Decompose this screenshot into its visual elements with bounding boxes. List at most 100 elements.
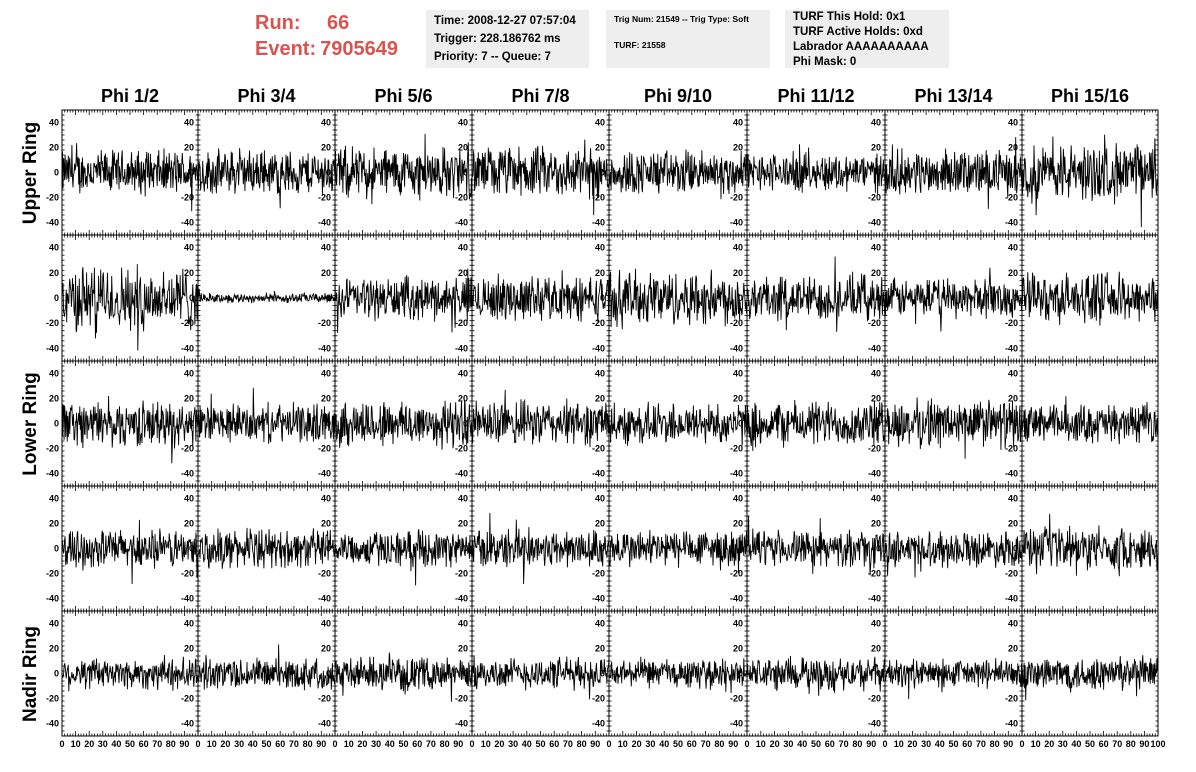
- y-tick-label: -40: [318, 469, 331, 479]
- y-tick-label: 40: [49, 369, 59, 379]
- y-tick-label: 0: [738, 544, 743, 554]
- y-tick-label: 0: [738, 419, 743, 429]
- y-tick-label: -40: [1005, 469, 1018, 479]
- event-label: Event:: [255, 38, 317, 60]
- y-tick-label: -20: [1005, 444, 1018, 454]
- y-tick-label: -40: [592, 343, 605, 353]
- waveform-panel: -40 -20 0 20 40: [181, 360, 336, 487]
- waveform-trace: [471, 139, 610, 216]
- y-tick-label: 0: [876, 168, 881, 178]
- y-tick-label: 0: [463, 293, 468, 303]
- y-tick-label: -40: [730, 594, 743, 604]
- y-tick-label: -20: [455, 444, 468, 454]
- y-tick-label: 20: [49, 519, 59, 529]
- y-tick-label: 20: [321, 268, 331, 278]
- y-tick-label: 0: [189, 293, 194, 303]
- y-tick-label: -20: [592, 318, 605, 328]
- waveform-panel: -40 -20 0 20 40: [46, 109, 199, 236]
- y-tick-label: 40: [595, 369, 605, 379]
- waveform-trace: [334, 133, 473, 205]
- y-tick-label: -20: [592, 444, 605, 454]
- waveform-trace: [334, 399, 473, 450]
- y-tick-label: 40: [49, 243, 59, 253]
- priority-line: Priority: 7 -- Queue: 7: [434, 51, 551, 63]
- y-tick-label: -20: [318, 193, 331, 203]
- y-tick-label: 0: [1013, 419, 1018, 429]
- waveform-trace: [61, 519, 199, 585]
- y-tick-label: 20: [458, 519, 468, 529]
- waveform-trace: [608, 268, 748, 330]
- y-tick-label: 20: [871, 143, 881, 153]
- waveform-panel: -40 -20 0 20 40: [730, 234, 886, 362]
- y-tick-label: -20: [455, 193, 468, 203]
- waveform-panel: -40 -20 0 20 40: [318, 109, 473, 236]
- phi-column-label: Phi 13/14: [914, 86, 993, 106]
- y-tick-label: 40: [595, 118, 605, 128]
- y-tick-label: 0: [876, 293, 881, 303]
- y-tick-label: 40: [1008, 118, 1018, 128]
- y-tick-label: 0: [463, 544, 468, 554]
- y-tick-label: 40: [49, 494, 59, 504]
- y-tick-label: -40: [730, 218, 743, 228]
- y-tick-label: -40: [46, 218, 59, 228]
- y-tick-label: 20: [321, 519, 331, 529]
- y-tick-label: -40: [46, 594, 59, 604]
- trigger-line: Trigger: 228.186762 ms: [434, 33, 561, 45]
- y-tick-label: -40: [46, 343, 59, 353]
- y-tick-label: 40: [733, 369, 743, 379]
- y-tick-label: -40: [455, 343, 468, 353]
- y-tick-label: -40: [318, 594, 331, 604]
- y-tick-label: -20: [46, 193, 59, 203]
- y-tick-label: -40: [46, 469, 59, 479]
- y-tick-label: -20: [318, 318, 331, 328]
- y-tick-label: -40: [318, 218, 331, 228]
- y-tick-label: 20: [871, 394, 881, 404]
- y-tick-label: 20: [184, 394, 194, 404]
- y-tick-label: -20: [318, 444, 331, 454]
- y-tick-label: 0: [1013, 293, 1018, 303]
- y-tick-label: 40: [458, 494, 468, 504]
- y-tick-label: 40: [184, 243, 194, 253]
- waveform-panel: -40 -20 0 20 40: [318, 360, 473, 487]
- waveform-panel: -40 -20 0 20 40: [46, 360, 199, 487]
- waveform-panel: -40 -20 0 20 40: [730, 485, 886, 612]
- y-tick-label: 0: [463, 168, 468, 178]
- waveform-trace: [197, 527, 336, 569]
- waveform-panel: -40 -20 0 20 40: [1005, 109, 1159, 236]
- y-tick-label: -20: [46, 318, 59, 328]
- y-tick-label: 40: [595, 494, 605, 504]
- waveform-panel: -40 -20 0 20 40: [455, 360, 610, 487]
- turf-active-line: TURF Active Holds: 0xd: [793, 26, 923, 38]
- y-tick-label: 0: [326, 419, 331, 429]
- y-tick-label: -20: [868, 193, 881, 203]
- y-tick-label: 0: [876, 419, 881, 429]
- y-tick-label: 20: [595, 268, 605, 278]
- y-tick-label: -20: [1005, 318, 1018, 328]
- turf-info-box: TURF This Hold: 0x1 TURF Active Holds: 0…: [785, 10, 949, 68]
- waveform-trace: [197, 148, 336, 209]
- y-tick-label: -20: [181, 318, 194, 328]
- y-tick-label: 20: [733, 143, 743, 153]
- y-tick-label: -20: [592, 193, 605, 203]
- y-tick-label: 40: [733, 118, 743, 128]
- y-tick-label: -20: [592, 569, 605, 579]
- panel-frame: [334, 109, 473, 236]
- y-tick-label: 40: [49, 118, 59, 128]
- y-tick-label: -40: [868, 343, 881, 353]
- waveform-trace: [746, 256, 886, 332]
- waveform-panel: -40 -20 0 20 40: [46, 234, 199, 362]
- y-tick-label: 40: [1008, 243, 1018, 253]
- y-tick-label: 0: [600, 293, 605, 303]
- y-tick-label: 40: [321, 369, 331, 379]
- turf-line: TURF: 21558: [614, 40, 666, 50]
- y-tick-label: 0: [189, 168, 194, 178]
- waveform-panel: -40 -20 0 20 40: [592, 360, 748, 487]
- y-tick-label: 20: [49, 394, 59, 404]
- y-tick-label: 20: [184, 268, 194, 278]
- y-tick-label: -40: [868, 218, 881, 228]
- waveform-trace: [471, 512, 610, 585]
- trig-info-box: Trig Num: 21549 -- Trig Type: Soft TURF:…: [606, 10, 770, 68]
- waveform-panel: -40 -20 0 20 40: [1005, 234, 1159, 362]
- y-tick-label: 0: [600, 544, 605, 554]
- phi-column-label: Phi 11/12: [777, 86, 855, 106]
